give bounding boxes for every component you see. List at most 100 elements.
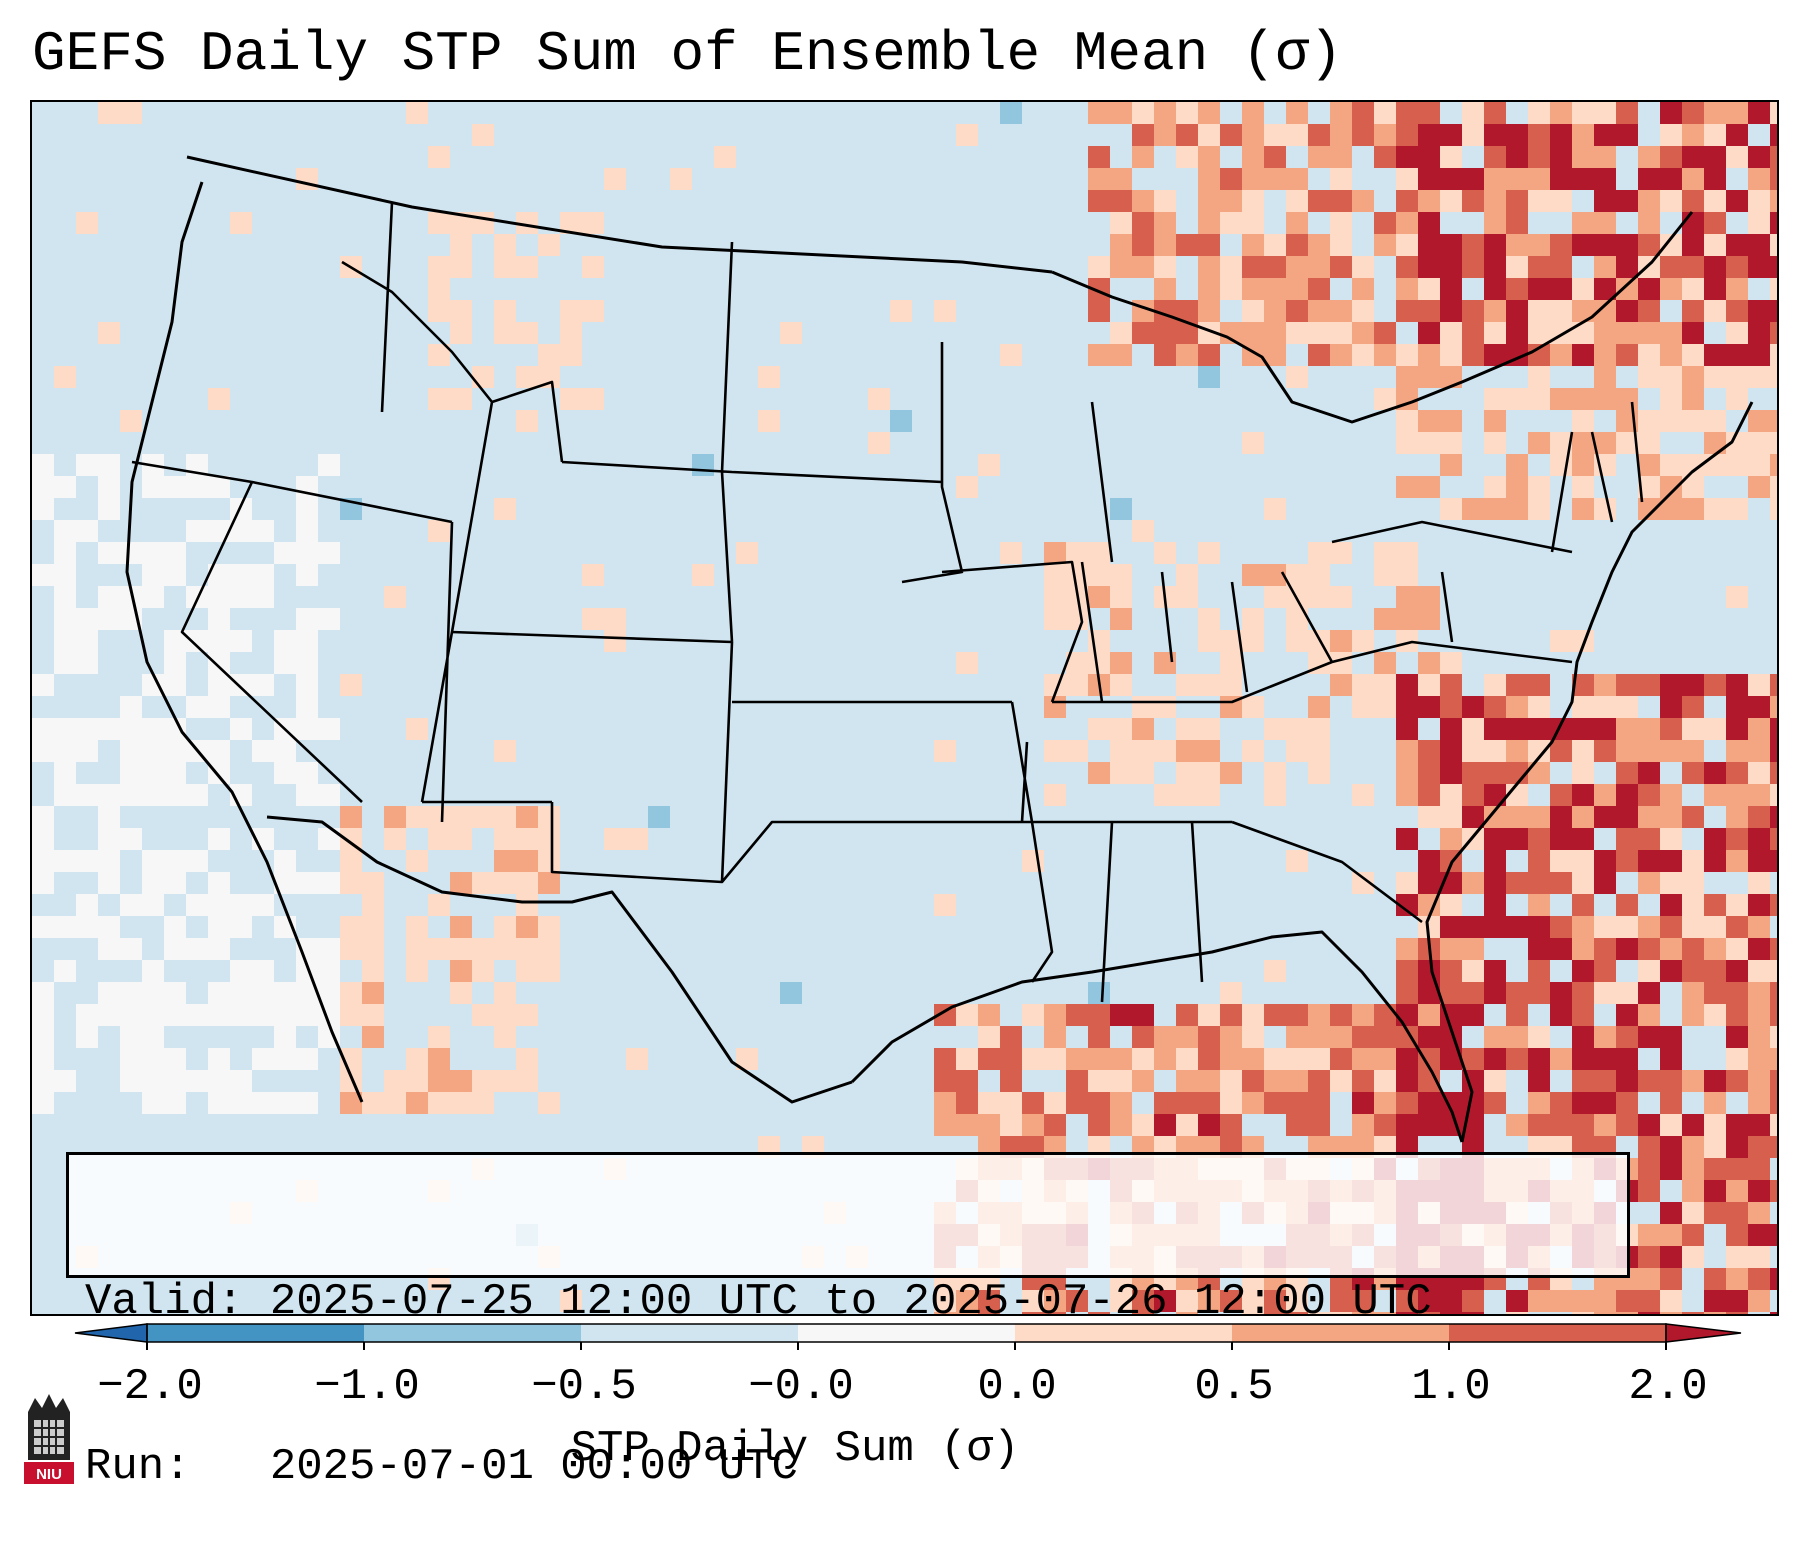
- anomaly-cell: [230, 498, 252, 520]
- anomaly-cell: [1660, 1092, 1682, 1114]
- map-panel[interactable]: [30, 100, 1779, 1316]
- anomaly-cell: [274, 982, 296, 1004]
- anomaly-cell: [1616, 762, 1638, 784]
- anomaly-cell: [428, 344, 450, 366]
- anomaly-cell: [120, 1026, 142, 1048]
- anomaly-cell: [1528, 256, 1550, 278]
- anomaly-cell: [1660, 828, 1682, 850]
- anomaly-cell: [384, 828, 406, 850]
- anomaly-cell: [1528, 1290, 1550, 1312]
- anomaly-cell: [1594, 366, 1616, 388]
- anomaly-cell: [1000, 102, 1022, 124]
- anomaly-cell: [1330, 168, 1352, 190]
- anomaly-cell: [1660, 850, 1682, 872]
- anomaly-cell: [208, 938, 230, 960]
- gulf-coast: [850, 930, 1464, 1143]
- tick-label: −1.0: [314, 1362, 420, 1412]
- anomaly-cell: [406, 916, 428, 938]
- anomaly-cell: [1462, 190, 1484, 212]
- anomaly-cell: [98, 322, 120, 344]
- logo-text: NIU: [36, 1466, 62, 1483]
- tick-label: 0.0: [977, 1362, 1057, 1412]
- anomaly-cell: [1484, 1048, 1506, 1070]
- anomaly-cell: [340, 916, 362, 938]
- anomaly-cell: [1110, 102, 1132, 124]
- anomaly-cell: [1198, 1092, 1220, 1114]
- anomaly-cell: [1506, 498, 1528, 520]
- anomaly-cell: [1726, 1026, 1748, 1048]
- anomaly-cell: [1374, 212, 1396, 234]
- anomaly-cell: [1682, 1246, 1704, 1268]
- anomaly-cell: [230, 674, 252, 696]
- anomaly-cell: [1726, 1070, 1748, 1092]
- anomaly-cell: [1550, 630, 1572, 652]
- anomaly-cell: [1176, 1070, 1198, 1092]
- anomaly-cell: [1704, 850, 1726, 872]
- anomaly-cell: [1154, 102, 1176, 124]
- anomaly-cell: [1418, 212, 1440, 234]
- anomaly-cell: [1528, 476, 1550, 498]
- anomaly-cell: [252, 1004, 274, 1026]
- anomaly-cell: [120, 938, 142, 960]
- anomaly-cell: [1594, 322, 1616, 344]
- anomaly-cell: [142, 718, 164, 740]
- anomaly-cell: [1506, 168, 1528, 190]
- anomaly-cell: [1506, 1004, 1528, 1026]
- anomaly-cell: [1330, 1004, 1352, 1026]
- anomaly-cell: [1616, 256, 1638, 278]
- anomaly-cell: [1506, 1114, 1528, 1136]
- anomaly-cell: [1462, 1048, 1484, 1070]
- anomaly-cell: [1418, 366, 1440, 388]
- anomaly-cell: [1726, 1246, 1748, 1268]
- anomaly-cell: [934, 1114, 956, 1136]
- anomaly-cell: [1616, 916, 1638, 938]
- anomaly-cell: [1616, 938, 1638, 960]
- anomaly-cell: [1418, 432, 1440, 454]
- anomaly-cell: [1242, 1092, 1264, 1114]
- anomaly-cell: [1374, 1004, 1396, 1026]
- anomaly-cell: [582, 300, 604, 322]
- anomaly-cell: [1154, 1114, 1176, 1136]
- anomaly-cell: [186, 476, 208, 498]
- anomaly-cell: [1022, 1004, 1044, 1026]
- anomaly-cell: [164, 674, 186, 696]
- anomaly-cell: [1506, 674, 1528, 696]
- anomaly-cell: [1660, 1290, 1682, 1312]
- anomaly-cell: [1572, 740, 1594, 762]
- anomaly-cell: [120, 740, 142, 762]
- anomaly-cell: [1726, 498, 1748, 520]
- anomaly-cell: [1594, 784, 1616, 806]
- anomaly-cell: [362, 916, 384, 938]
- anomaly-cell: [1264, 586, 1286, 608]
- anomaly-cell: [1638, 1070, 1660, 1092]
- anomaly-cell: [76, 916, 98, 938]
- anomaly-cell: [472, 960, 494, 982]
- anomaly-cell: [32, 498, 54, 520]
- anomaly-cell: [1550, 784, 1572, 806]
- anomaly-cell: [516, 894, 538, 916]
- anomaly-cell: [1396, 190, 1418, 212]
- anomaly-cell: [1704, 432, 1726, 454]
- anomaly-cell: [1330, 124, 1352, 146]
- anomaly-cell: [1594, 1048, 1616, 1070]
- anomaly-cell: [1616, 696, 1638, 718]
- anomaly-cell: [1242, 146, 1264, 168]
- anomaly-cell: [1132, 1312, 1154, 1314]
- anomaly-cell: [1176, 1004, 1198, 1026]
- anomaly-cell: [1572, 1312, 1594, 1314]
- anomaly-cell: [450, 806, 472, 828]
- anomaly-cell: [428, 828, 450, 850]
- anomaly-cell: [1066, 1092, 1088, 1114]
- anomaly-cell: [318, 542, 340, 564]
- tick-label: 0.5: [1194, 1362, 1274, 1412]
- anomaly-cell: [1440, 1114, 1462, 1136]
- anomaly-cell: [98, 608, 120, 630]
- anomaly-cell: [1638, 1224, 1660, 1246]
- anomaly-cell: [1682, 1004, 1704, 1026]
- colorbar-bins: [147, 1324, 1667, 1342]
- anomaly-cell: [1176, 1290, 1198, 1312]
- anomaly-cell: [494, 982, 516, 1004]
- anomaly-cell: [1330, 1026, 1352, 1048]
- anomaly-cell: [1506, 1026, 1528, 1048]
- anomaly-cell: [1616, 894, 1638, 916]
